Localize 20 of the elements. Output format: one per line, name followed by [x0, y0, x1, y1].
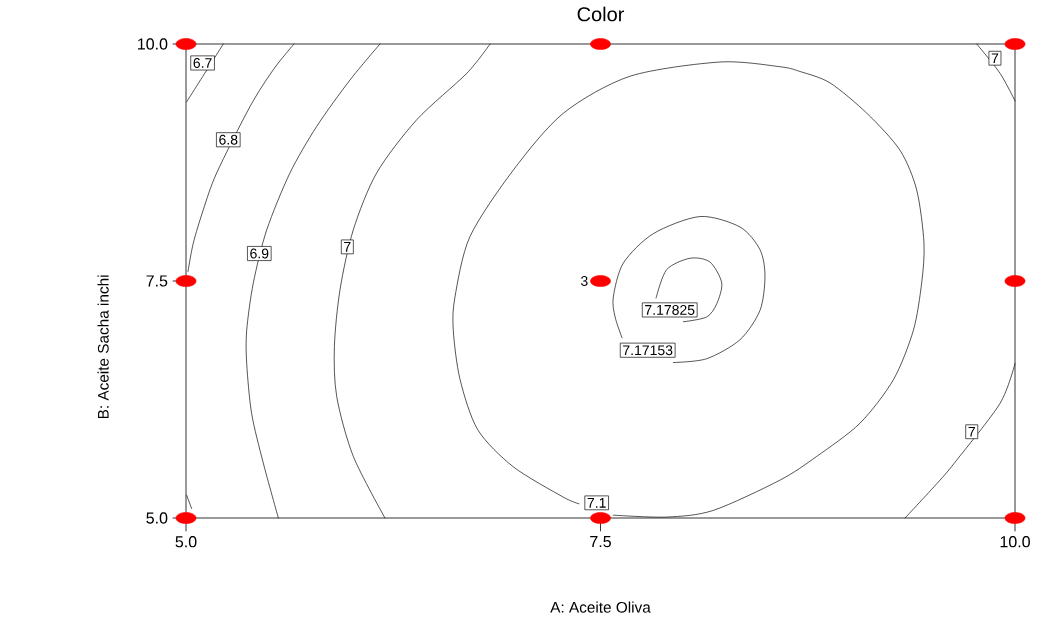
x-axis-title: A: Aceite Oliva	[550, 601, 651, 613]
y-tick-label: 10.0	[138, 38, 168, 50]
y-tick-label: 7.5	[146, 275, 168, 287]
series-label: 7.17153	[623, 345, 673, 356]
x-tick-label: 5.0	[175, 536, 197, 548]
annotation: 6.9	[250, 248, 269, 259]
x-tick-label: 10.0	[1000, 536, 1030, 548]
line-series	[612, 216, 766, 363]
y-tick-label: 5.0	[146, 512, 168, 524]
series-label: 7.17825	[645, 304, 695, 315]
annotation: 7.1	[587, 498, 606, 508]
annotation: 6.8	[219, 134, 238, 145]
annotation: 7	[344, 242, 351, 252]
x-tick-label: 7.5	[590, 536, 611, 548]
y-axis-title: B: Aceite Sacha inchi	[97, 275, 109, 419]
annotation: 3	[580, 276, 588, 286]
chart-title: Color	[577, 6, 625, 22]
annotation: 7	[991, 53, 999, 64]
annotation: 7	[968, 426, 975, 437]
annotation: 6.7	[193, 58, 212, 68]
